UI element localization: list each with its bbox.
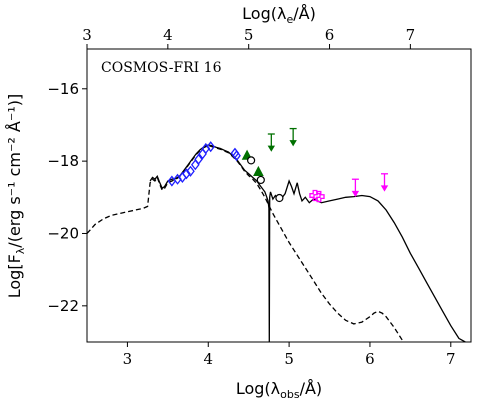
x-axis-top-title: Log(λe/Å) (242, 4, 316, 26)
diamond-marker (194, 153, 203, 165)
y-tick-label: −22 (47, 297, 79, 315)
upper-limit-arrow (351, 190, 360, 197)
diamond-marker (232, 150, 241, 162)
x-top-tick-label: 7 (406, 26, 416, 44)
upper-limit-arrow (267, 145, 276, 152)
x-top-tick-label: 6 (325, 26, 335, 44)
circle-marker (247, 156, 256, 165)
circle-marker (256, 175, 265, 185)
x-top-tick-label: 3 (82, 26, 92, 44)
x-axis-title: Log(λobs/Å) (236, 379, 322, 401)
x-tick-label: 4 (203, 350, 213, 368)
second-model-line (87, 144, 405, 342)
photometry-markers (167, 127, 389, 203)
circle-marker (275, 193, 284, 203)
y-axis-title-sub: λ (14, 247, 27, 254)
diamond-marker (182, 168, 191, 180)
x-tick-label: 7 (446, 350, 456, 368)
upper-limit-arrow (380, 185, 389, 192)
triangle-marker (253, 165, 264, 176)
axis-ticks: 3 4 5 6 7 3 4 5 6 7 −22 −20 −18 −16 (47, 26, 455, 368)
y-axis-title: Log[Fλ/(erg s⁻¹ cm⁻² Å⁻¹)] (5, 94, 27, 298)
x-tick-label: 6 (365, 350, 375, 368)
x-top-tick-label: 5 (244, 26, 254, 44)
x-top-tick-label: 4 (163, 26, 173, 44)
plot-frame (86, 48, 472, 343)
plus-marker (313, 190, 325, 203)
diamond-marker (206, 141, 216, 153)
y-tick-label: −20 (47, 224, 79, 242)
y-tick-label: −18 (47, 152, 79, 170)
diamond-marker (186, 165, 195, 177)
x-axis-top-title-sub: e (286, 13, 293, 26)
y-tick-label: −16 (47, 80, 79, 98)
x-axis-title-sub: obs (280, 388, 300, 401)
x-tick-label: 5 (284, 350, 294, 368)
annotation-label: COSMOS-FRI 16 (101, 60, 222, 76)
x-tick-label: 3 (123, 350, 133, 368)
upper-limit-arrow (289, 140, 297, 147)
model-curves (87, 144, 466, 342)
